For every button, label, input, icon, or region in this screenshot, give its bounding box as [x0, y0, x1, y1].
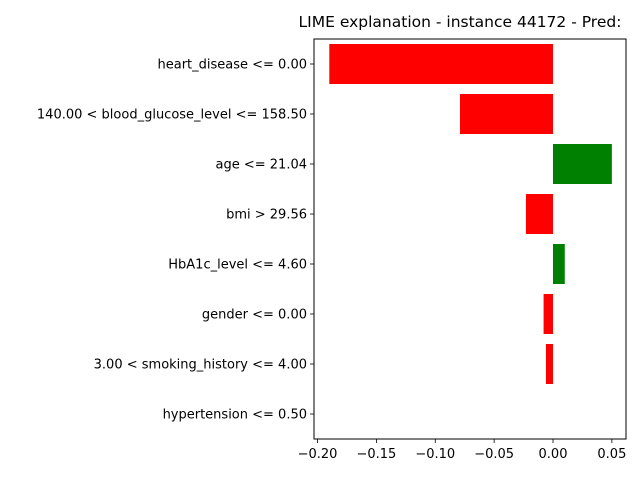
plot-frame: [313, 38, 627, 440]
y-tick-label: age <= 21.04: [216, 158, 307, 173]
y-tick-label: bmi > 29.56: [226, 208, 307, 223]
x-tick-label: 0.05: [597, 447, 626, 462]
bar-heart-disease-0-00: [329, 44, 554, 84]
x-tick-label: −0.20: [298, 447, 338, 462]
bar-3-00-smoking-history-4-00: [545, 344, 554, 384]
x-tick-label: 0.00: [539, 447, 568, 462]
x-tick-label: −0.15: [356, 447, 396, 462]
y-axis-ticks: heart_disease <= 0.00 140.00 < blood_gluc…: [37, 58, 314, 423]
y-tick-label: heart_disease <= 0.00: [157, 58, 307, 73]
x-tick-label: −0.05: [474, 447, 514, 462]
bar-hba1c-level-4-60: [553, 244, 565, 284]
bars-group: [329, 44, 612, 384]
y-tick-label: 140.00 < blood_glucose_level <= 158.50: [37, 108, 307, 123]
bar-age-21-04: [553, 144, 612, 184]
x-tick-label: −0.10: [415, 447, 455, 462]
bar-bmi-29-56: [525, 194, 554, 234]
y-tick-label: hypertension <= 0.50: [163, 408, 307, 423]
bar-gender-0-00: [543, 294, 554, 334]
y-tick-label: HbA1c_level <= 4.60: [168, 258, 307, 273]
x-axis-ticks: −0.20 −0.15 −0.10 −0.05 0.00 0.05: [298, 439, 626, 462]
chart-title: LIME explanation - instance 44172 - Pred…: [299, 13, 622, 31]
y-tick-label: 3.00 < smoking_history <= 4.00: [94, 358, 307, 373]
y-tick-label: gender <= 0.00: [202, 308, 307, 323]
bar-140-00-blood-glucose-level-158-50: [459, 94, 554, 134]
